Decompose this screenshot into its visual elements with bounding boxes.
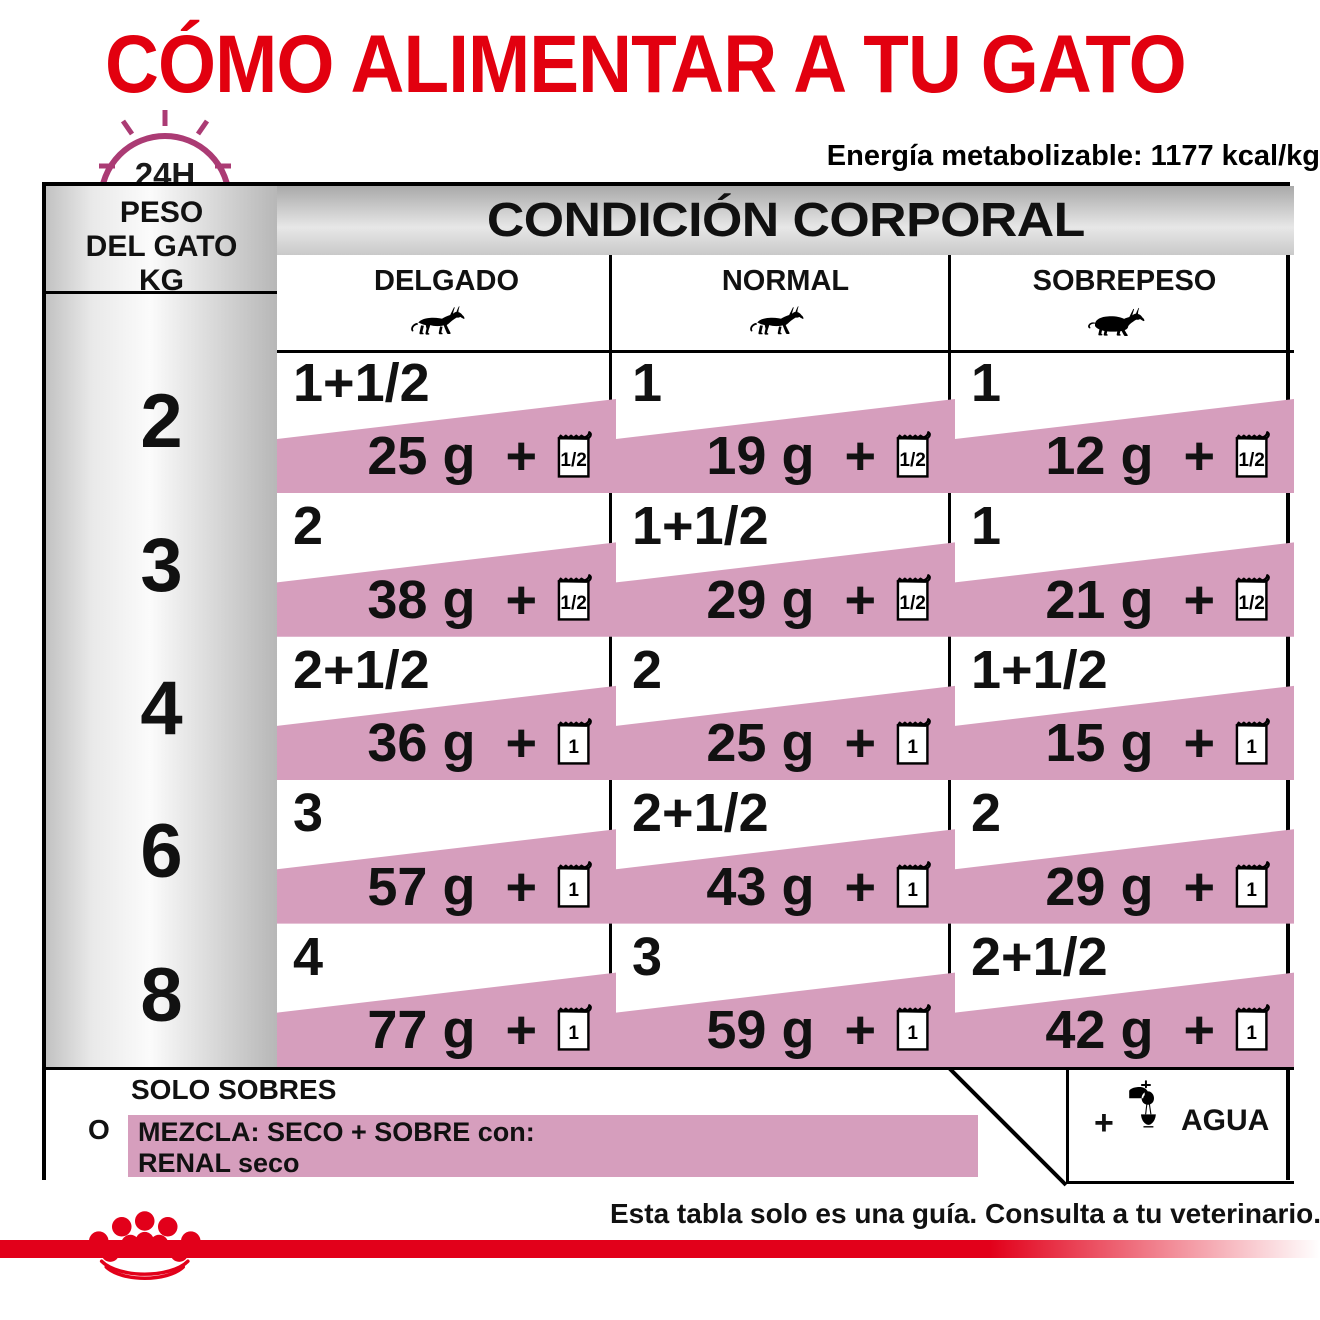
svg-text:1: 1 bbox=[907, 1024, 918, 1045]
svg-text:1: 1 bbox=[568, 737, 579, 758]
svg-text:1: 1 bbox=[568, 880, 579, 901]
svg-text:1: 1 bbox=[568, 1024, 579, 1045]
svg-text:1/2: 1/2 bbox=[560, 593, 586, 614]
svg-text:1/2: 1/2 bbox=[560, 450, 586, 471]
svg-text:1/2: 1/2 bbox=[899, 593, 925, 614]
svg-text:1/2: 1/2 bbox=[1238, 450, 1264, 471]
svg-text:1: 1 bbox=[1246, 1024, 1257, 1045]
svg-text:1: 1 bbox=[1246, 880, 1257, 901]
svg-text:1: 1 bbox=[907, 880, 918, 901]
svg-text:1: 1 bbox=[907, 737, 918, 758]
svg-text:1/2: 1/2 bbox=[899, 450, 925, 471]
svg-text:1/2: 1/2 bbox=[1238, 593, 1264, 614]
svg-text:1: 1 bbox=[1246, 737, 1257, 758]
